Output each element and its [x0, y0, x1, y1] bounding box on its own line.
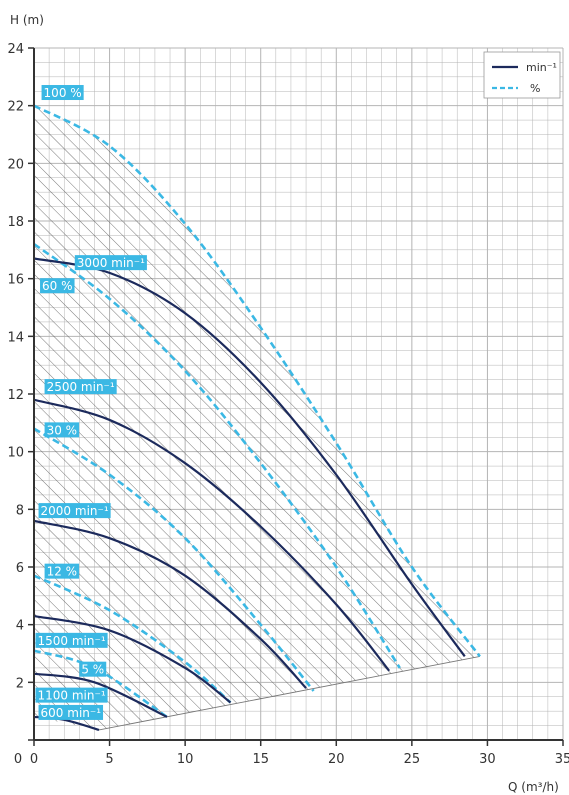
efficiency-label-4: 5 %	[79, 661, 107, 677]
efficiency-curve-4	[34, 649, 168, 719]
efficiency-curve-3	[34, 574, 232, 704]
legend: min⁻¹ %	[483, 51, 561, 99]
x-tick-label: 25	[404, 752, 421, 767]
speed-label-5-text: 600 min⁻¹	[41, 706, 102, 720]
efficiency-label-4-text: 5 %	[81, 663, 104, 677]
y-tick-label: 16	[7, 273, 24, 288]
y-tick-label: 10	[7, 446, 24, 461]
y-tick-label: 22	[7, 100, 24, 115]
efficiency-label-1-bg	[40, 278, 75, 294]
speed-label-3-bg	[35, 632, 108, 648]
x-axis-title: Q (m³/h)	[508, 780, 559, 794]
speed-label-2-bg	[38, 503, 111, 519]
y-tick-label: 24	[7, 42, 24, 57]
efficiency-label-3-bg	[44, 563, 80, 579]
speed-label-2: 2000 min⁻¹	[38, 503, 111, 519]
efficiency-label-1: 60 %	[40, 278, 75, 294]
speed-curve-2	[34, 519, 307, 689]
x-tick-label: 20	[328, 752, 345, 767]
x-tick-label: 5	[105, 752, 113, 767]
speed-label-4-bg	[35, 687, 108, 703]
efficiency-label-0-text: 100 %	[44, 86, 82, 100]
speed-curve-0	[34, 257, 466, 658]
efficiency-curve-1	[34, 243, 401, 669]
speed-label-0-bg	[74, 255, 147, 271]
y-tick-label: 2	[16, 676, 24, 691]
y-tick-label: 6	[16, 561, 24, 576]
x-tick-label: 0	[30, 752, 38, 767]
efficiency-label-0: 100 %	[41, 85, 84, 101]
y-tick-label: 12	[7, 388, 24, 403]
y-tick-label: 8	[16, 503, 24, 518]
efficiency-curve-0	[34, 104, 481, 658]
efficiency-label-4-bg	[79, 661, 107, 677]
speed-curve-4	[34, 672, 168, 718]
y-tick-label: 18	[7, 215, 24, 230]
legend-box	[483, 51, 561, 99]
y-tick-label: 20	[7, 157, 24, 172]
speed-label-1: 2500 min⁻¹	[44, 379, 117, 395]
speed-curves	[34, 257, 466, 731]
speed-label-1-bg	[44, 379, 117, 395]
speed-label-4: 1100 min⁻¹	[35, 687, 108, 703]
curve-labels: 100 % 60 % 30 % 12 % 5 % 3000 min⁻¹ 2500 min⁻¹…	[35, 85, 147, 720]
efficiency-curve-2	[34, 427, 315, 692]
efficiency-label-3: 12 %	[44, 563, 80, 579]
speed-label-1-text: 2500 min⁻¹	[47, 380, 115, 394]
y-tick-label: 14	[7, 330, 24, 345]
efficiency-label-3-text: 12 %	[47, 565, 78, 579]
x-tick-label: 35	[555, 752, 569, 767]
speed-label-2-text: 2000 min⁻¹	[41, 504, 109, 518]
speed-curve-1	[34, 398, 391, 672]
speed-label-5: 600 min⁻¹	[38, 704, 104, 720]
speed-label-3: 1500 min⁻¹	[35, 632, 108, 648]
legend-label-efficiency: %	[530, 82, 540, 95]
operating-area-boundary	[98, 655, 480, 731]
speed-label-3-text: 1500 min⁻¹	[38, 634, 106, 648]
efficiency-label-2: 30 %	[44, 422, 80, 438]
legend-label-speed: min⁻¹	[526, 61, 557, 74]
speed-curve-3	[34, 614, 232, 704]
efficiency-label-2-bg	[44, 422, 80, 438]
speed-label-4-text: 1100 min⁻¹	[38, 689, 106, 703]
efficiency-curves	[34, 104, 481, 719]
x-tick-label: 10	[177, 752, 194, 767]
x-tick-label: 30	[479, 752, 496, 767]
efficiency-label-0-bg	[41, 85, 84, 101]
y-axis-title: H (m)	[10, 13, 44, 27]
y-tick-label: 4	[16, 619, 24, 634]
x-tick-label: 15	[252, 752, 269, 767]
efficiency-label-2-text: 30 %	[47, 423, 78, 437]
axes	[28, 47, 564, 746]
speed-label-0: 3000 min⁻¹	[74, 255, 147, 271]
efficiency-label-1-text: 60 %	[42, 279, 73, 293]
speed-label-5-bg	[38, 704, 104, 720]
speed-label-0-text: 3000 min⁻¹	[77, 256, 145, 270]
origin-tick-label: 0	[14, 752, 22, 767]
